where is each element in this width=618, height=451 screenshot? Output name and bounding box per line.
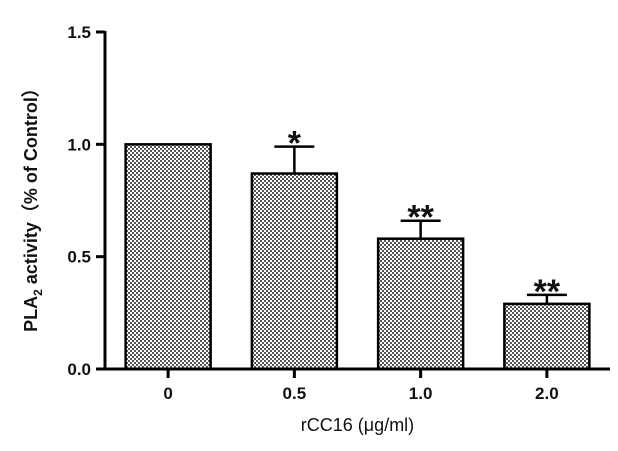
x-tick-label: 1.0	[409, 384, 433, 403]
significance-marker: **	[534, 273, 561, 311]
significance-marker: **	[407, 199, 434, 237]
bar	[503, 302, 591, 371]
x-axis-title: rCC16 (μg/ml)	[301, 415, 414, 435]
y-axis-title-prefix: PLA	[21, 296, 41, 332]
y-axis-title-subscript: 2	[31, 289, 45, 296]
x-tick-label: 0	[163, 384, 172, 403]
y-tick-label: 0.0	[67, 360, 91, 379]
y-tick-label: 1.0	[67, 135, 91, 154]
bars-group	[124, 143, 591, 371]
bar	[250, 172, 339, 371]
x-tick-label: 0.5	[283, 384, 307, 403]
y-tick-label: 1.5	[67, 23, 91, 42]
significance-group: *****	[288, 125, 561, 311]
significance-marker: *	[288, 125, 302, 163]
x-tick-label: 2.0	[535, 384, 559, 403]
error-bars-group	[274, 145, 567, 304]
y-ticks-group: 0.0 0.5 1.0 1.5	[67, 23, 105, 379]
y-tick-label: 0.5	[67, 248, 91, 267]
y-axis-title: PLA2 activity（% of Control）	[21, 79, 45, 332]
y-axis-title-suffix: activity（% of Control）	[21, 79, 41, 289]
bar	[124, 143, 212, 371]
x-ticks-group: 0 0.5 1.0 2.0	[163, 369, 559, 403]
bar	[376, 237, 465, 371]
